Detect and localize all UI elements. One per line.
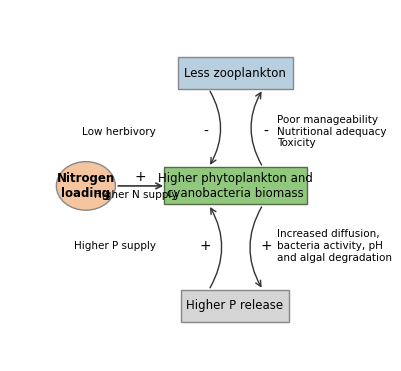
Text: Higher phytoplankton and
cyanobacteria biomass: Higher phytoplankton and cyanobacteria b… bbox=[158, 172, 312, 200]
Text: +: + bbox=[260, 239, 272, 253]
Text: Higher P supply: Higher P supply bbox=[74, 241, 156, 251]
FancyBboxPatch shape bbox=[181, 290, 290, 322]
Text: Nitrogen
loading: Nitrogen loading bbox=[57, 172, 115, 200]
Text: -: - bbox=[203, 125, 208, 139]
Text: Higher P release: Higher P release bbox=[186, 299, 284, 312]
FancyBboxPatch shape bbox=[164, 167, 306, 204]
Text: +: + bbox=[200, 239, 211, 253]
Text: Low herbivory: Low herbivory bbox=[82, 127, 156, 137]
Text: Poor manageability
Nutritional adequacy
Toxicity: Poor manageability Nutritional adequacy … bbox=[277, 115, 387, 148]
Text: Less zooplankton: Less zooplankton bbox=[184, 66, 286, 80]
Ellipse shape bbox=[56, 162, 115, 210]
Text: -: - bbox=[264, 125, 269, 139]
Text: +: + bbox=[134, 170, 146, 184]
Text: Higher N supply: Higher N supply bbox=[94, 190, 177, 200]
FancyBboxPatch shape bbox=[178, 58, 293, 89]
Text: Increased diffusion,
bacteria activity, pH
and algal degradation: Increased diffusion, bacteria activity, … bbox=[277, 229, 392, 263]
